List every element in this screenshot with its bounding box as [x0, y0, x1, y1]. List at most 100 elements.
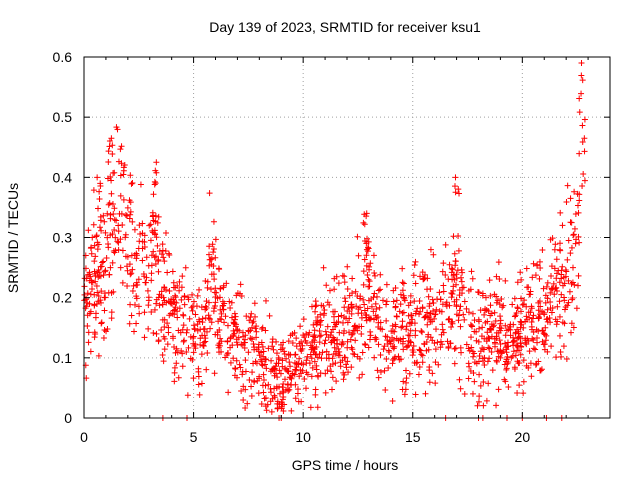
- data-point: [558, 291, 565, 298]
- data-point: [569, 296, 576, 303]
- data-point: [238, 292, 245, 299]
- data-point: [108, 315, 115, 322]
- data-point: [370, 252, 377, 259]
- data-point: [553, 284, 560, 291]
- data-point: [453, 311, 460, 318]
- data-point: [192, 311, 199, 318]
- data-point: [179, 363, 186, 370]
- data-point: [372, 300, 379, 307]
- data-point: [461, 316, 468, 323]
- data-point: [255, 390, 262, 397]
- data-point: [568, 320, 575, 327]
- data-point: [563, 268, 570, 275]
- data-point: [260, 371, 267, 378]
- data-point: [311, 349, 318, 356]
- data-point: [98, 288, 105, 295]
- data-point: [431, 340, 438, 347]
- data-point: [507, 321, 514, 328]
- data-point: [390, 287, 397, 294]
- data-point: [501, 376, 508, 383]
- data-point: [260, 376, 267, 383]
- x-axis-label: GPS time / hours: [292, 457, 399, 473]
- data-point: [311, 358, 318, 365]
- data-point: [234, 342, 241, 349]
- data-point: [410, 343, 417, 350]
- data-point: [399, 340, 406, 347]
- y-axis-label: SRMTID / TECUs: [5, 183, 21, 293]
- data-point: [192, 345, 199, 352]
- y-tick-label: 0.3: [53, 230, 73, 246]
- data-point: [258, 339, 265, 346]
- data-point: [390, 345, 397, 352]
- data-point: [412, 280, 419, 287]
- data-point: [527, 291, 534, 298]
- data-point: [230, 355, 237, 362]
- data-point: [186, 315, 193, 322]
- data-point: [399, 309, 406, 316]
- data-point: [363, 240, 370, 247]
- data-point: [354, 292, 361, 299]
- data-point: [557, 349, 564, 356]
- data-point: [236, 361, 243, 368]
- data-point: [567, 219, 574, 226]
- data-point: [553, 275, 560, 282]
- data-point: [329, 386, 336, 393]
- data-point: [346, 315, 353, 322]
- data-point: [92, 272, 99, 279]
- data-point: [487, 292, 494, 299]
- data-point: [503, 365, 510, 372]
- data-point: [399, 279, 406, 286]
- data-point: [85, 339, 92, 346]
- data-point: [524, 335, 531, 342]
- data-point: [339, 272, 346, 279]
- data-point: [475, 398, 482, 405]
- data-point: [471, 378, 478, 385]
- data-point: [312, 391, 319, 398]
- data-point: [251, 300, 258, 307]
- data-point: [98, 320, 105, 327]
- data-point: [409, 352, 416, 359]
- data-point: [124, 267, 131, 274]
- data-point: [312, 298, 319, 305]
- data-point: [439, 341, 446, 348]
- data-point: [421, 314, 428, 321]
- data-point: [439, 326, 446, 333]
- data-point: [328, 329, 335, 336]
- data-point: [215, 344, 222, 351]
- data-point: [397, 301, 404, 308]
- data-point: [544, 318, 551, 325]
- data-point: [514, 390, 521, 397]
- data-point: [197, 335, 204, 342]
- data-point: [194, 292, 201, 299]
- data-point: [511, 364, 518, 371]
- data-point: [172, 304, 179, 311]
- data-point: [281, 376, 288, 383]
- data-point: [306, 360, 313, 367]
- data-point: [561, 306, 568, 313]
- data-point: [253, 323, 260, 330]
- data-point: [557, 240, 564, 247]
- data-point: [453, 275, 460, 282]
- data-point: [575, 209, 582, 216]
- data-point: [511, 337, 518, 344]
- data-point: [232, 365, 239, 372]
- data-point: [209, 241, 216, 248]
- data-point: [316, 318, 323, 325]
- data-point: [153, 159, 160, 166]
- data-point: [249, 319, 256, 326]
- data-point: [292, 351, 299, 358]
- data-point: [558, 267, 565, 274]
- data-point: [463, 341, 470, 348]
- data-point: [98, 263, 105, 270]
- data-point: [340, 340, 347, 347]
- data-point: [124, 283, 131, 290]
- data-point: [207, 325, 214, 332]
- data-point: [525, 284, 532, 291]
- data-point: [535, 328, 542, 335]
- data-point: [133, 295, 140, 302]
- data-point: [452, 174, 459, 181]
- data-point: [426, 300, 433, 307]
- data-point: [133, 320, 140, 327]
- data-point: [475, 338, 482, 345]
- data-point: [318, 317, 325, 324]
